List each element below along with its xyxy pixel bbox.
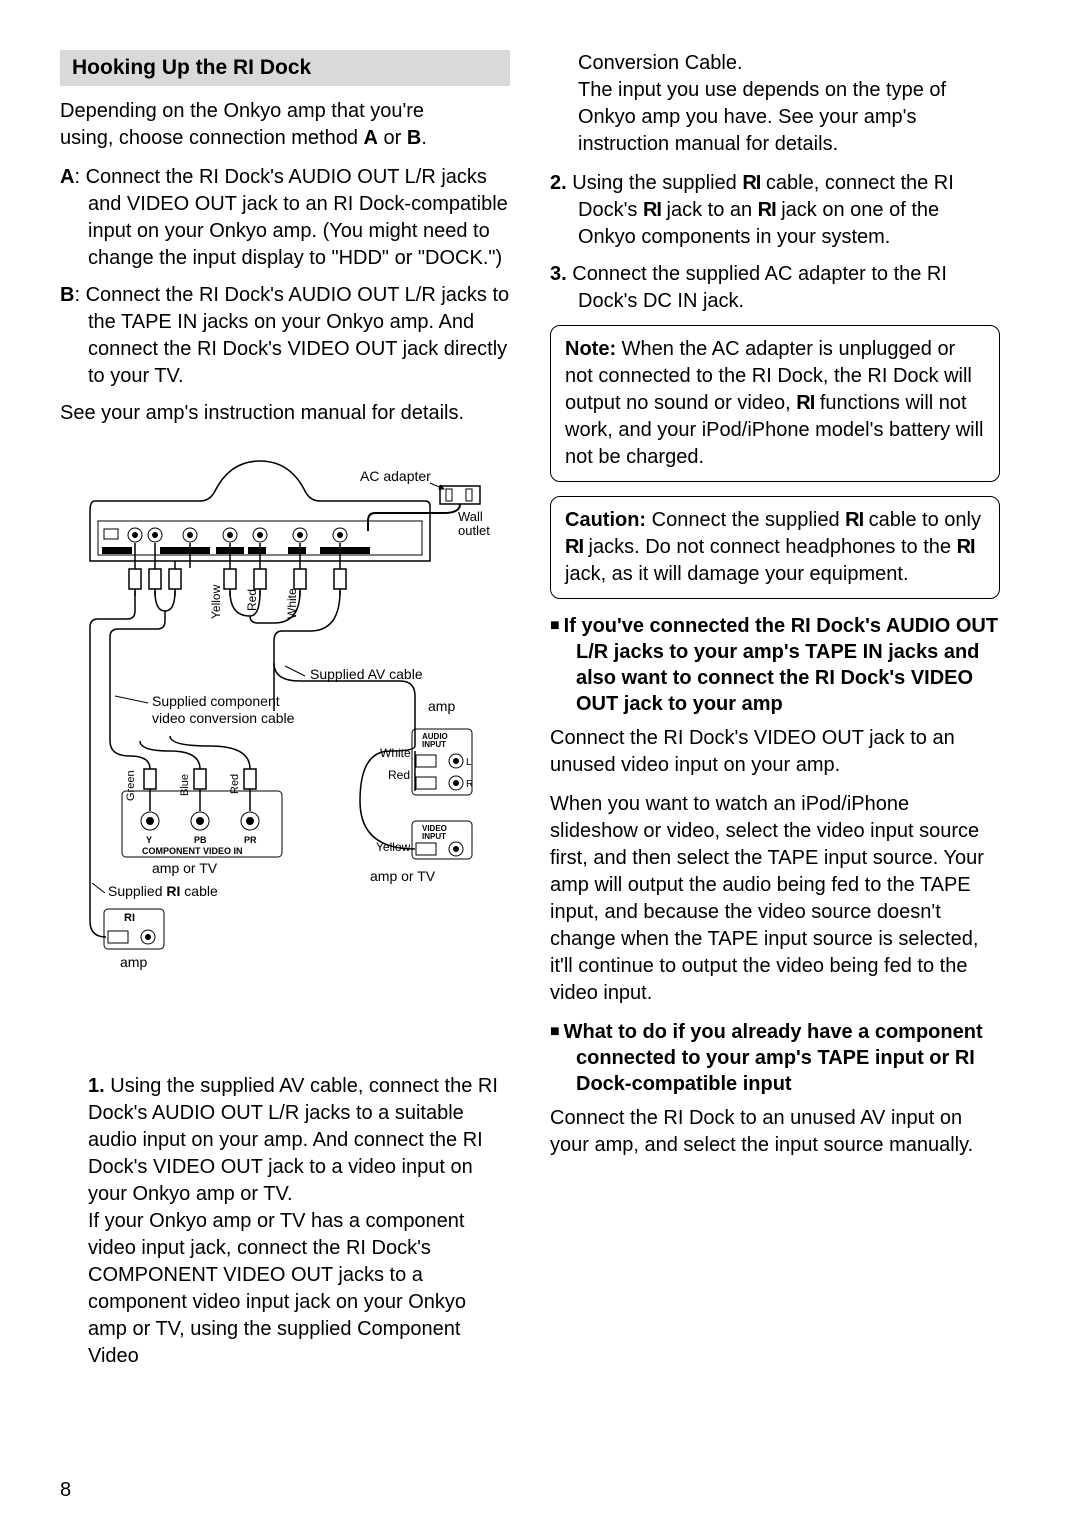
note-box: Note: When the AC adapter is unplugged o… bbox=[550, 325, 1000, 482]
ri-icon: RI bbox=[845, 509, 863, 531]
sub-heading-2: ■What to do if you already have a compon… bbox=[550, 1019, 1000, 1097]
sub1-p1: Connect the RI Dock's VIDEO OUT jack to … bbox=[550, 725, 1000, 779]
diag-red-2: Red bbox=[388, 768, 410, 782]
intro-text-2: using, choose connection method bbox=[60, 127, 364, 149]
diag-video-input-label2: INPUT bbox=[422, 832, 446, 841]
caution-box: Caution: Connect the supplied RI cable t… bbox=[550, 496, 1000, 599]
sub1-text: If you've connected the RI Dock's AUDIO … bbox=[564, 615, 998, 715]
sub1-p2: When you want to watch an iPod/iPhone sl… bbox=[550, 791, 1000, 1007]
diag-white-1: White bbox=[285, 588, 299, 619]
intro-text-1: Depending on the Onkyo amp that you're bbox=[60, 100, 424, 122]
diag-comp-cable-2: video conversion cable bbox=[152, 710, 295, 726]
diag-R: R bbox=[466, 779, 473, 790]
sub2-text: What to do if you already have a compone… bbox=[564, 1021, 983, 1095]
page-number: 8 bbox=[60, 1479, 71, 1502]
square-bullet-icon: ■ bbox=[550, 1023, 560, 1040]
method-a-text: : Connect the RI Dock's AUDIO OUT L/R ja… bbox=[74, 166, 507, 269]
intro-B: B bbox=[407, 127, 421, 149]
intro-A: A bbox=[364, 127, 378, 149]
method-b-text: : Connect the RI Dock's AUDIO OUT L/R ja… bbox=[74, 284, 509, 387]
note-label: Note: bbox=[565, 338, 616, 360]
diag-amp-tv-2: amp or TV bbox=[152, 860, 218, 876]
diag-ri: RI bbox=[124, 912, 135, 924]
section-title: Hooking Up the RI Dock bbox=[60, 50, 510, 86]
diag-L: L bbox=[466, 757, 472, 768]
diag-PB: PB bbox=[194, 835, 207, 845]
step-2: 2. Using the supplied RI cable, connect … bbox=[550, 170, 1000, 251]
ri-icon: RI bbox=[758, 199, 776, 221]
diag-red-1: Red bbox=[245, 589, 259, 611]
step-1-text: Using the supplied AV cable, connect the… bbox=[88, 1075, 498, 1367]
step-2-a: Using the supplied bbox=[567, 172, 743, 194]
diag-ri-cable-label: Supplied RI cable bbox=[108, 883, 218, 899]
diag-amp-2: amp bbox=[120, 954, 147, 970]
method-a: A: Connect the RI Dock's AUDIO OUT L/R j… bbox=[60, 164, 510, 272]
diag-PR: PR bbox=[244, 835, 257, 845]
caution-d: jack, as it will damage your equipment. bbox=[565, 563, 909, 585]
see-manual: See your amp's instruction manual for de… bbox=[60, 400, 510, 427]
ri-icon: RI bbox=[565, 536, 583, 558]
connection-diagram: AC adapter Wall outlet bbox=[60, 451, 510, 1021]
sub2-p1: Connect the RI Dock to an unused AV inpu… bbox=[550, 1105, 1000, 1159]
diag-green: Green bbox=[125, 770, 137, 801]
step-3-label: 3. bbox=[550, 263, 567, 285]
diag-audio-input-label2: INPUT bbox=[422, 740, 446, 749]
left-column: Hooking Up the RI Dock Depending on the … bbox=[60, 50, 510, 1380]
step-1-continuation: Conversion Cable. The input you use depe… bbox=[550, 50, 1000, 158]
step-2-c: jack to an bbox=[661, 199, 758, 221]
diag-amp-tv-1: amp or TV bbox=[370, 868, 436, 884]
right-column: Conversion Cable. The input you use depe… bbox=[550, 50, 1000, 1380]
diag-Y: Y bbox=[146, 835, 152, 845]
step-1-label: 1. bbox=[88, 1075, 105, 1097]
step-3: 3. Connect the supplied AC adapter to th… bbox=[550, 261, 1000, 315]
diag-yellow-1: Yellow bbox=[209, 584, 223, 619]
diag-wall-label-2: outlet bbox=[458, 523, 490, 538]
ri-icon: RI bbox=[643, 199, 661, 221]
sub-heading-1: ■If you've connected the RI Dock's AUDIO… bbox=[550, 613, 1000, 717]
diag-comp-in: COMPONENT VIDEO IN bbox=[142, 846, 243, 856]
caution-label: Caution: bbox=[565, 509, 646, 531]
step-3-text: Connect the supplied AC adapter to the R… bbox=[567, 263, 947, 312]
ri-icon: RI bbox=[957, 536, 975, 558]
step-2-label: 2. bbox=[550, 172, 567, 194]
ri-icon: RI bbox=[742, 172, 760, 194]
diag-white-2: White bbox=[380, 746, 411, 760]
caution-a: Connect the supplied bbox=[646, 509, 845, 531]
method-b: B: Connect the RI Dock's AUDIO OUT L/R j… bbox=[60, 282, 510, 390]
caution-b: cable to only bbox=[863, 509, 981, 531]
step-1: 1. Using the supplied AV cable, connect … bbox=[60, 1046, 510, 1370]
diag-red-3: Red bbox=[229, 774, 241, 794]
diag-amp-1: amp bbox=[428, 698, 455, 714]
diag-blue: Blue bbox=[179, 774, 191, 796]
intro-or: or bbox=[378, 127, 407, 149]
diag-comp-cable-1: Supplied component bbox=[152, 693, 280, 709]
diag-av-cable-label: Supplied AV cable bbox=[310, 666, 423, 682]
intro-period: . bbox=[421, 127, 427, 149]
diag-wall-label-1: Wall bbox=[458, 509, 483, 524]
method-a-label: A bbox=[60, 166, 74, 188]
ri-icon: RI bbox=[796, 392, 814, 414]
two-column-layout: Hooking Up the RI Dock Depending on the … bbox=[60, 50, 1020, 1380]
diag-ac-adapter-label: AC adapter bbox=[360, 468, 431, 484]
method-b-label: B bbox=[60, 284, 74, 306]
intro-paragraph: Depending on the Onkyo amp that you're u… bbox=[60, 98, 510, 152]
square-bullet-icon: ■ bbox=[550, 617, 560, 634]
caution-c: jacks. Do not connect headphones to the bbox=[583, 536, 957, 558]
